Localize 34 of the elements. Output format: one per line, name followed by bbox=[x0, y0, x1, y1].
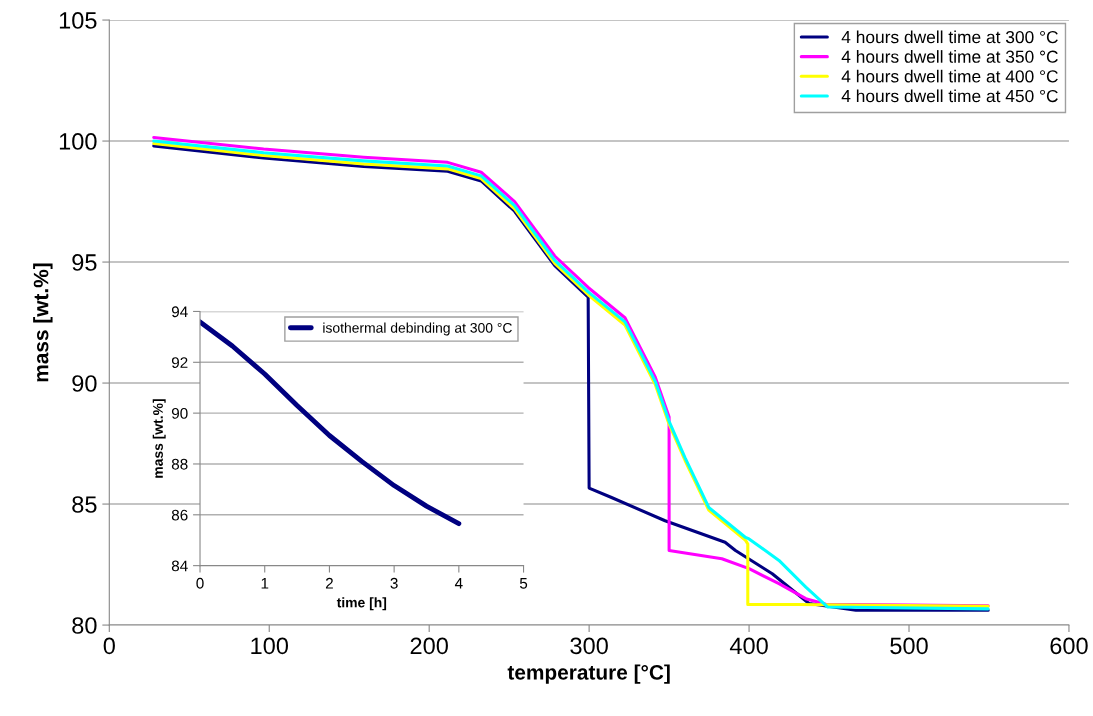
x-tick-label: 300 bbox=[570, 637, 608, 655]
x-tick-label: 5 bbox=[519, 578, 528, 589]
x-tick-label: 600 bbox=[1050, 637, 1088, 655]
y-tick-label: 92 bbox=[171, 357, 188, 368]
y-tick-label: 90 bbox=[72, 375, 97, 392]
y-tick-label: 100 bbox=[59, 133, 97, 150]
x-tick-label: 100 bbox=[251, 637, 289, 655]
y-tick-label: 88 bbox=[171, 458, 188, 470]
legend-label: 4 hours dwell time at 450 °C bbox=[841, 89, 1058, 103]
y-tick-label: 105 bbox=[59, 12, 97, 29]
y-axis-title: mass [wt.%] bbox=[152, 399, 166, 478]
y-tick-label: 80 bbox=[72, 617, 97, 634]
legend-label: 4 hours dwell time at 300 °C bbox=[841, 30, 1058, 44]
x-tick-label: 0 bbox=[196, 577, 204, 589]
legend-label: 4 hours dwell time at 350 °C bbox=[841, 50, 1058, 63]
x-tick-label: 500 bbox=[890, 637, 928, 655]
y-tick-label: 84 bbox=[171, 560, 188, 572]
y-tick-label: 95 bbox=[72, 254, 97, 271]
x-tick-label: 0 bbox=[103, 637, 115, 655]
x-tick-label: 2 bbox=[325, 577, 333, 589]
x-tick-label: 3 bbox=[390, 577, 398, 589]
y-tick-label: 85 bbox=[72, 496, 97, 513]
x-tick-label: 1 bbox=[261, 578, 269, 589]
y-axis-title: mass [wt.%] bbox=[33, 263, 53, 382]
x-tick-label: 4 bbox=[454, 578, 463, 589]
y-tick-label: 90 bbox=[171, 408, 188, 419]
legend-label: isothermal debinding at 300 °C bbox=[323, 322, 512, 336]
x-axis-title: temperature [°C] bbox=[507, 664, 670, 684]
legend-label: 4 hours dwell time at 400 °C bbox=[841, 69, 1058, 83]
x-axis-title: time [h] bbox=[336, 597, 387, 611]
y-tick-label: 94 bbox=[171, 306, 188, 318]
x-tick-label: 200 bbox=[410, 637, 448, 655]
y-tick-label: 86 bbox=[171, 509, 188, 521]
x-tick-label: 400 bbox=[729, 637, 768, 655]
